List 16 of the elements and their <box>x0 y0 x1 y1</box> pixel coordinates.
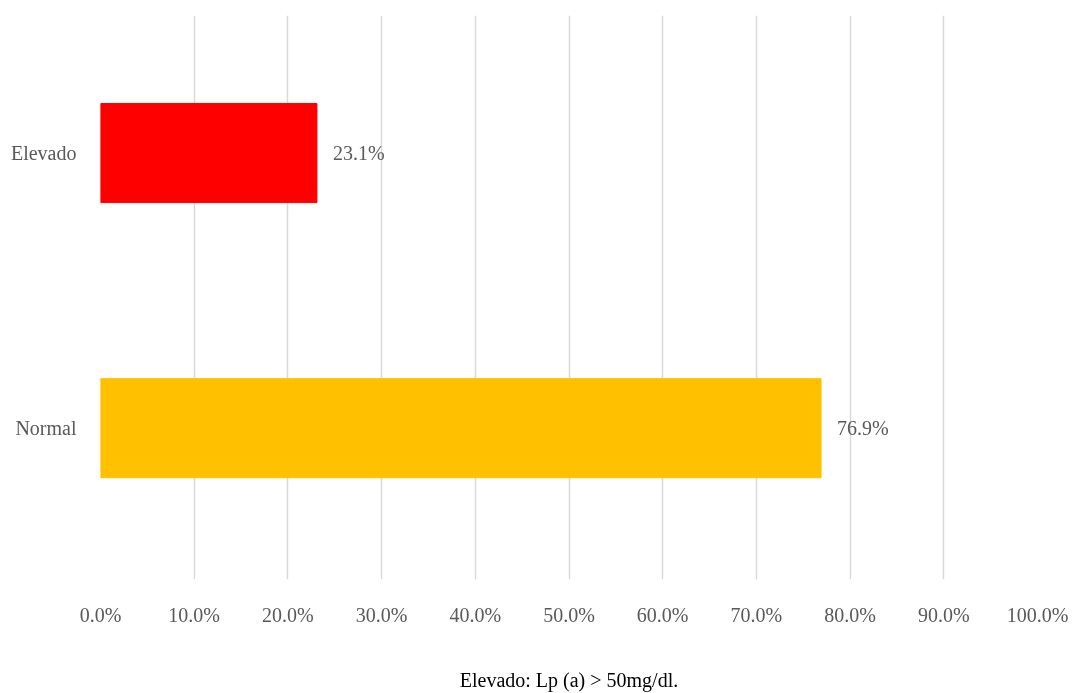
x-tick-label: 30.0% <box>355 603 408 626</box>
data-label: 23.1% <box>332 142 385 165</box>
x-tick-label: 100.0% <box>1006 603 1069 626</box>
x-tick-label: 80.0% <box>824 603 876 626</box>
x-tick-label: 20.0% <box>262 603 314 626</box>
y-tick-label: Elevado <box>10 142 77 165</box>
data-label: 76.9% <box>837 417 889 440</box>
y-tick-label: Normal <box>15 417 77 440</box>
x-axis-title: Elevado: Lp (a) > 50mg/dl. <box>459 668 679 692</box>
x-tick-label: 10.0% <box>168 603 221 626</box>
x-tick-label: 90.0% <box>917 603 970 626</box>
x-tick-label: 40.0% <box>449 603 502 626</box>
x-tick-label: 70.0% <box>730 603 783 626</box>
x-tick-label: 60.0% <box>636 603 689 626</box>
x-tick-label: 0.0% <box>79 603 122 626</box>
x-tick-label: 50.0% <box>543 603 595 626</box>
